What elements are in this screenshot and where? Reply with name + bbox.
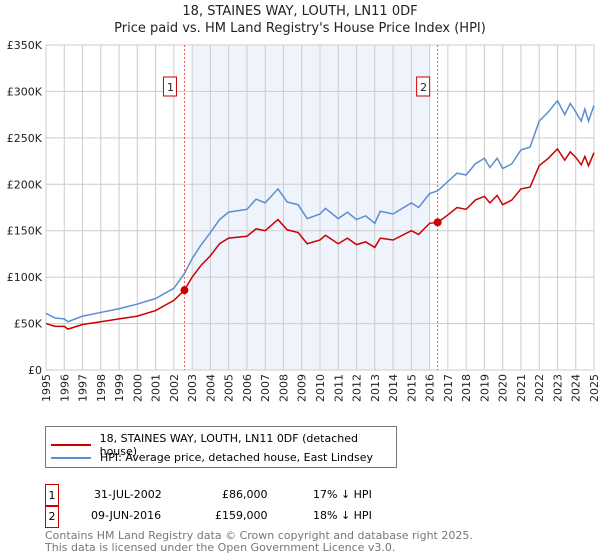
plot-border [45, 44, 595, 371]
legend: 18, STAINES WAY, LOUTH, LN11 0DF (detach… [45, 426, 397, 468]
sale-point [180, 286, 189, 295]
x-tick-label: 2016 [424, 374, 437, 402]
y-tick-label: £200K [7, 178, 43, 191]
y-tick-label: £0 [28, 364, 42, 377]
legend-blue-line [51, 456, 91, 459]
x-tick-label: 2020 [497, 374, 510, 402]
sale-point [433, 218, 442, 227]
shaded-period [192, 45, 430, 370]
sale-label-box [162, 76, 177, 97]
sale-price: £86,000 [222, 488, 268, 501]
sale-label: 1 [167, 81, 174, 94]
y-tick-label: £150K [7, 225, 43, 238]
x-tick-label: 2008 [277, 374, 290, 402]
legend-property: 18, STAINES WAY, LOUTH, LN11 0DF (detach… [99, 432, 358, 458]
x-tick-label: 2006 [241, 374, 254, 402]
x-tick-label: 2004 [204, 374, 217, 402]
chart-title: 18, STAINES WAY, LOUTH, LN11 0DF [182, 4, 418, 19]
x-tick-label: 2022 [533, 374, 546, 402]
chart-subtitle: Price paid vs. HM Land Registry's House … [114, 21, 486, 36]
x-tick-label: 2025 [588, 374, 600, 402]
sale-marker: 1 [45, 484, 59, 507]
x-tick-label: 2018 [460, 374, 473, 402]
y-tick-label: £50K [14, 318, 43, 331]
x-tick-label: 2012 [351, 374, 364, 402]
footer: Contains HM Land Registry data © Crown c… [45, 530, 473, 554]
sale-marker: 2 [45, 505, 59, 528]
x-tick-label: 2023 [551, 374, 564, 402]
y-tick-label: £250K [7, 132, 43, 145]
x-tick-label: 2011 [332, 374, 345, 402]
x-tick-label: 2013 [369, 374, 382, 402]
x-tick-label: 2000 [131, 374, 144, 402]
y-tick-label: £350K [7, 39, 43, 52]
sale-price: £159,000 [215, 509, 268, 522]
sale-date: 09-JUN-2016 [91, 509, 162, 522]
x-tick-label: 2015 [405, 374, 418, 402]
legend-red-line [51, 444, 91, 446]
x-tick-label: 2019 [478, 374, 491, 402]
x-tick-label: 2007 [259, 374, 272, 402]
sale-label-box [416, 76, 431, 97]
y-tick-label: £300K [7, 85, 43, 98]
series-line [45, 99, 595, 323]
x-tick-label: 2009 [296, 374, 309, 402]
sale-label: 2 [420, 81, 427, 94]
sale-diff: 17% ↓ HPI [313, 488, 372, 501]
legend-hpi: HPI: Average price, detached house, East… [100, 451, 374, 464]
x-tick-label: 2003 [186, 374, 199, 402]
x-tick-label: 2014 [387, 374, 400, 402]
x-tick-label: 1995 [40, 374, 53, 402]
x-tick-label: 2001 [150, 374, 163, 402]
x-tick-label: 1999 [113, 374, 126, 402]
sale-row: 2 09-JUN-2016 £159,000 18% ↓ HPI [45, 505, 545, 528]
x-tick-label: 2021 [515, 374, 528, 402]
x-tick-label: 2010 [314, 374, 327, 402]
series-line [45, 147, 595, 330]
x-tick-label: 1998 [95, 374, 108, 402]
x-tick-label: 2005 [223, 374, 236, 402]
x-tick-label: 2024 [570, 374, 583, 402]
x-tick-label: 1997 [77, 374, 90, 402]
footer-line1: Contains HM Land Registry data © Crown c… [45, 529, 473, 542]
price-chart: £0 £50K £100K £150K £200K £250K £300K £350K 1995… [7, 39, 600, 402]
sale-row: 1 31-JUL-2002 £86,000 17% ↓ HPI [45, 484, 545, 507]
sale-date: 31-JUL-2002 [94, 488, 162, 501]
x-tick-label: 2002 [168, 374, 181, 402]
x-tick-label: 1996 [58, 374, 71, 402]
x-tick-label: 2017 [442, 374, 455, 402]
footer-line2: This data is licensed under the Open Gov… [45, 541, 396, 554]
sale-diff: 18% ↓ HPI [313, 509, 372, 522]
y-tick-label: £100K [7, 271, 43, 284]
